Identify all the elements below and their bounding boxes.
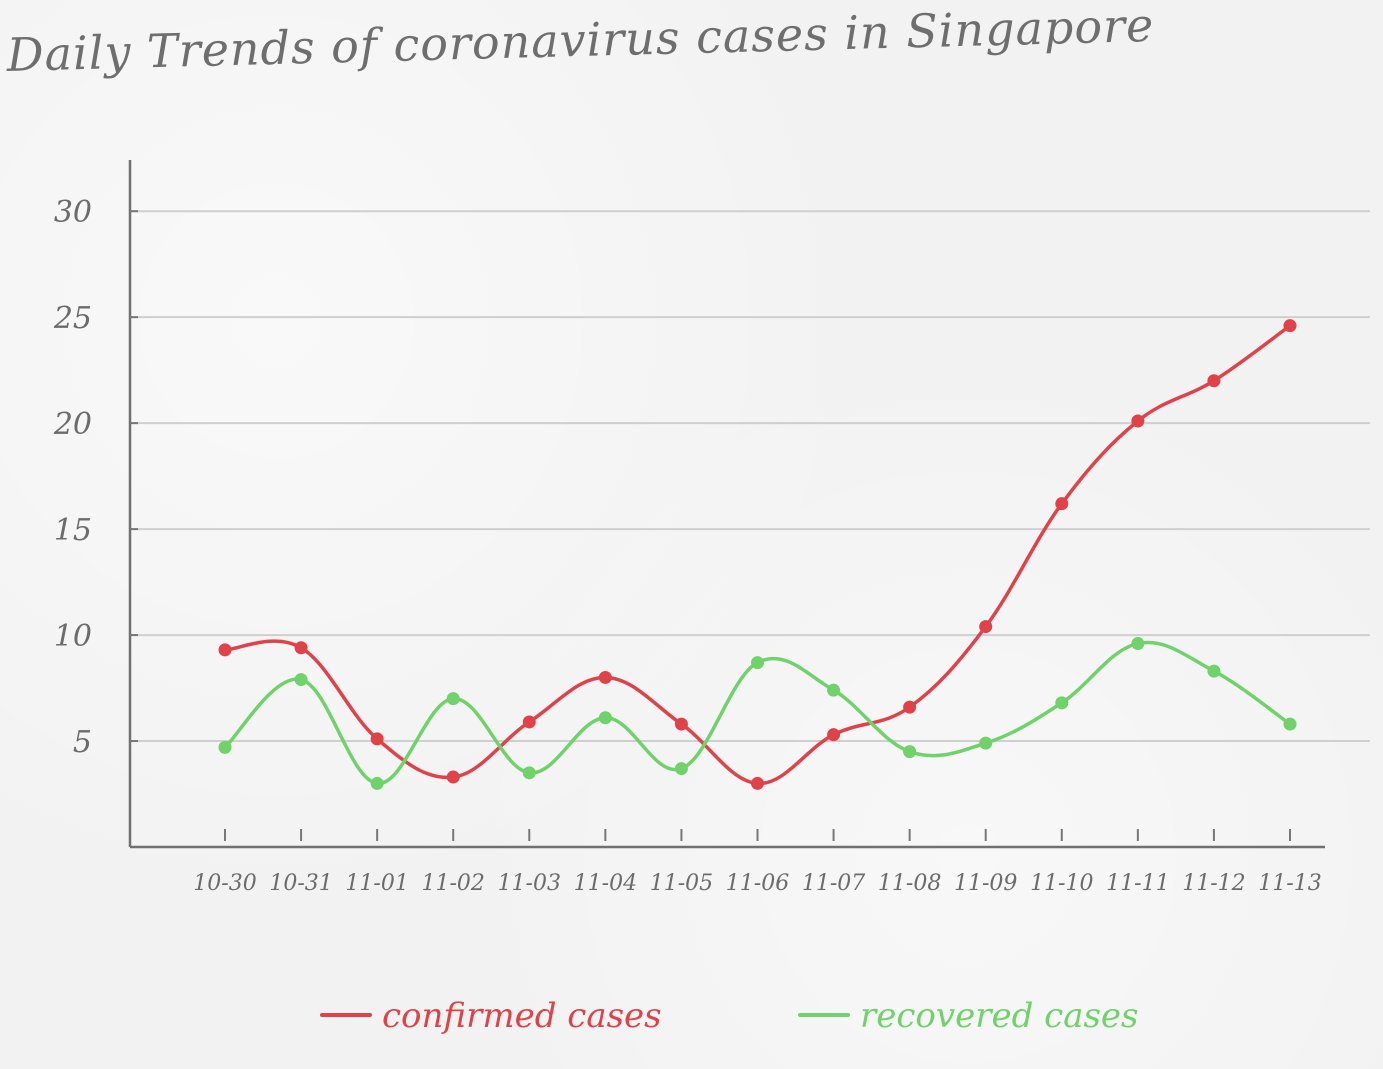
recovered-cases-point [218,740,232,754]
x-tick-label: 11-07 [802,871,865,896]
confirmed-cases-line [223,323,1292,786]
y-tick-label: 5 [73,725,92,760]
recovered-cases-legend-label: recovered cases [860,996,1139,1036]
confirmed-cases-point [522,715,536,729]
x-tick-label: 11-11 [1106,871,1169,896]
recovered-cases-point [598,711,612,725]
recovered-cases-point [979,736,993,750]
x-tick-label: 11-01 [345,871,408,896]
x-tick-label: 11-08 [878,871,941,896]
x-tick-label: 10-30 [193,871,256,896]
recovered-cases-point [294,673,308,687]
recovered-cases-point [370,776,384,790]
x-tick-label: 11-13 [1258,871,1321,896]
recovered-cases-point [1055,696,1069,710]
x-tick-label: 10-31 [269,871,332,896]
y-tick-label: 25 [53,301,92,336]
x-tick-label: 11-12 [1182,871,1245,896]
confirmed-cases-point [446,770,460,784]
recovered-cases-point [674,762,688,776]
x-axis-ticks: 10-30 10-31 11-01 11-02 11-03 11-04 11-05 11-06… [193,829,1322,896]
confirmed-cases-point [903,700,917,714]
series-lines [223,323,1292,786]
legend: confirmed cases recovered cases [320,996,1139,1036]
y-tick-label: 15 [54,513,92,548]
y-tick-label: 10 [54,619,92,654]
confirmed-cases-point [751,776,764,790]
y-tick-label: 30 [54,195,92,230]
recovered-cases-point [522,766,536,780]
confirmed-cases-point [598,670,612,684]
recovered-cases-point [751,656,764,670]
confirmed-cases-point [1283,319,1297,333]
recovered-cases-point [1283,717,1297,731]
confirmed-cases-legend-label: confirmed cases [382,996,662,1036]
recovered-cases-point [446,692,460,706]
recovered-cases-line [223,640,1292,786]
recovered-cases-point [1207,664,1221,678]
axes [128,160,1325,849]
confirmed-cases-point [294,641,308,655]
confirmed-cases-point [218,643,232,657]
x-tick-label: 11-06 [726,871,789,896]
confirmed-cases-point [1207,374,1221,388]
recovered-cases-point [1131,637,1145,651]
confirmed-cases-point [827,728,841,742]
y-tick-label: 20 [53,407,92,442]
confirmed-cases-point [370,732,384,746]
recovered-cases-point [903,745,917,759]
x-tick-label: 11-03 [498,871,561,896]
series-points [218,319,1297,790]
x-tick-label: 11-05 [650,871,713,896]
confirmed-cases-point [674,717,688,731]
confirmed-cases-point [1055,497,1069,511]
x-tick-label: 11-09 [954,871,1017,896]
recovered-cases-point [827,683,841,697]
x-tick-label: 11-10 [1030,871,1093,896]
confirmed-cases-point [1131,414,1145,428]
gridlines [130,210,1370,743]
x-tick-label: 11-02 [422,871,485,896]
x-tick-label: 11-04 [574,871,637,896]
y-axis-ticks: 5 10 15 20 25 30 [53,195,138,760]
confirmed-cases-point [979,620,993,634]
